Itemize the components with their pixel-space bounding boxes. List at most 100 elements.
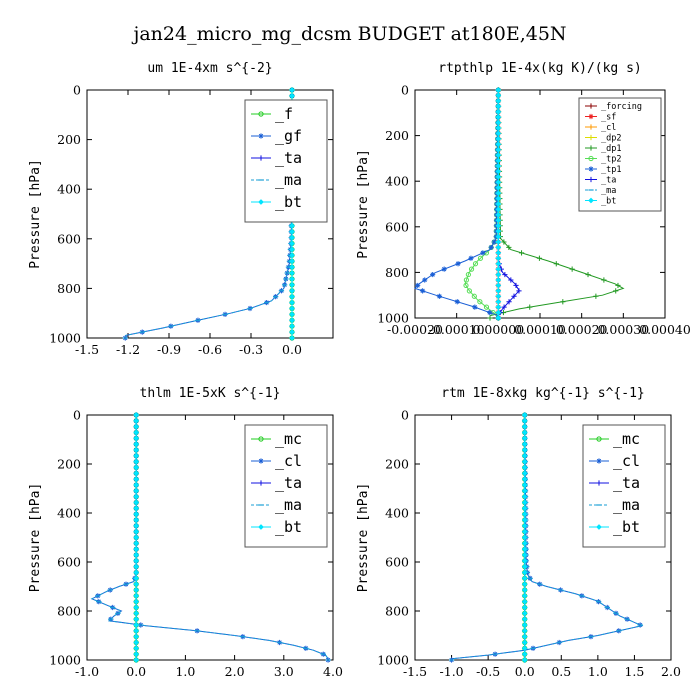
data-point — [488, 244, 494, 251]
x-tick-label: 0.00020 — [556, 322, 608, 337]
legend-marker — [258, 458, 264, 464]
legend-label: _ma — [275, 496, 302, 514]
legend-marker — [258, 111, 264, 117]
data-point — [477, 299, 483, 305]
data-point — [521, 435, 528, 442]
data-point — [133, 616, 140, 623]
data-point — [521, 633, 528, 640]
data-point — [289, 299, 295, 306]
legend-marker — [588, 155, 594, 162]
data-point — [133, 517, 140, 523]
y-tick-label: 600 — [57, 555, 81, 570]
data-point — [133, 435, 140, 442]
data-point — [133, 534, 140, 541]
data-point — [289, 240, 295, 247]
legend-label: _bt — [275, 518, 302, 536]
legend-label: _ma — [275, 171, 302, 189]
legend-label: _f — [275, 105, 293, 123]
data-point — [521, 575, 528, 582]
x-tick-label: 0.0 — [126, 664, 146, 679]
series-line — [90, 415, 329, 660]
data-point — [521, 528, 528, 535]
data-point — [289, 287, 295, 294]
data-point — [133, 546, 140, 553]
legend-marker — [596, 524, 602, 530]
y-tick-label: 200 — [385, 457, 409, 472]
data-point — [289, 234, 295, 241]
legend-marker — [588, 124, 594, 130]
y-tick-label: 0 — [401, 408, 409, 423]
x-tick-label: 3.0 — [274, 664, 294, 679]
data-point — [289, 228, 295, 235]
chart-panel-3: thlm 1E-5xK s^{-1} 0 200 400 600 800 1000-1.0 0… — [28, 386, 343, 679]
data-point — [521, 540, 528, 547]
legend-marker — [258, 133, 264, 139]
data-point — [289, 335, 295, 341]
data-point — [133, 651, 140, 658]
data-point — [133, 470, 140, 477]
figure-title: jan24_micro_mg_dcsm BUDGET at180E,45N — [131, 23, 566, 45]
data-point — [133, 412, 140, 418]
data-point — [133, 493, 140, 500]
legend-marker — [588, 166, 594, 172]
data-point — [454, 299, 460, 305]
data-point — [521, 651, 528, 658]
data-point — [521, 627, 528, 634]
y-tick-label: 0 — [73, 408, 81, 423]
data-point — [133, 452, 140, 459]
legend-marker — [258, 155, 264, 161]
y-tick-label: 800 — [57, 281, 81, 296]
y-tick-label: 600 — [57, 231, 81, 246]
chart-panel-1: um 1E-4xm s^{-2} 0 200 400 600 800 1000-1.5 -1.… — [28, 61, 334, 357]
data-point — [133, 499, 140, 506]
data-point — [289, 246, 295, 253]
data-point — [585, 271, 591, 278]
legend-marker — [258, 199, 264, 205]
series-line — [489, 89, 625, 317]
data-point — [289, 270, 295, 277]
data-point — [513, 282, 519, 289]
data-point — [133, 610, 140, 617]
y-tick-label: 400 — [385, 506, 409, 521]
series-bt — [495, 87, 502, 321]
data-point — [521, 417, 528, 424]
y-tick-label: 600 — [385, 555, 409, 570]
data-point — [289, 281, 295, 288]
data-point — [133, 639, 140, 646]
data-point — [133, 569, 140, 576]
data-point — [483, 304, 490, 310]
plot-frame — [86, 414, 334, 661]
legend-label: _sf — [601, 113, 616, 123]
data-point — [521, 587, 528, 593]
data-point — [521, 552, 528, 558]
legend-marker — [588, 103, 594, 109]
data-point — [521, 412, 528, 418]
data-point — [289, 305, 295, 312]
x-tick-label: 1.5 — [624, 664, 644, 679]
x-tick-label: 0.00010 — [514, 322, 566, 337]
data-point — [521, 464, 528, 471]
data-point — [521, 517, 528, 523]
data-point — [133, 604, 140, 611]
legend-label: _cl — [613, 452, 640, 470]
series-bt — [521, 412, 528, 663]
data-point — [289, 311, 295, 318]
data-point — [506, 244, 512, 251]
data-point — [465, 271, 471, 278]
data-point — [463, 282, 469, 289]
x-tick-label: -0.3 — [239, 342, 263, 357]
data-point — [463, 277, 469, 283]
data-point — [521, 447, 528, 453]
data-point — [133, 598, 140, 605]
panel-title: thlm 1E-5xK s^{-1} — [140, 386, 281, 401]
legend: _mc _cl _ta _ma _bt — [244, 424, 328, 548]
data-point — [502, 271, 508, 278]
data-point — [133, 557, 140, 564]
series-line — [414, 89, 499, 317]
series-bt — [133, 412, 140, 663]
legend-label: _dp1 — [601, 144, 621, 154]
legend-label: _ta — [601, 176, 616, 186]
data-point — [521, 423, 528, 430]
legend-label: _ma — [601, 186, 616, 196]
